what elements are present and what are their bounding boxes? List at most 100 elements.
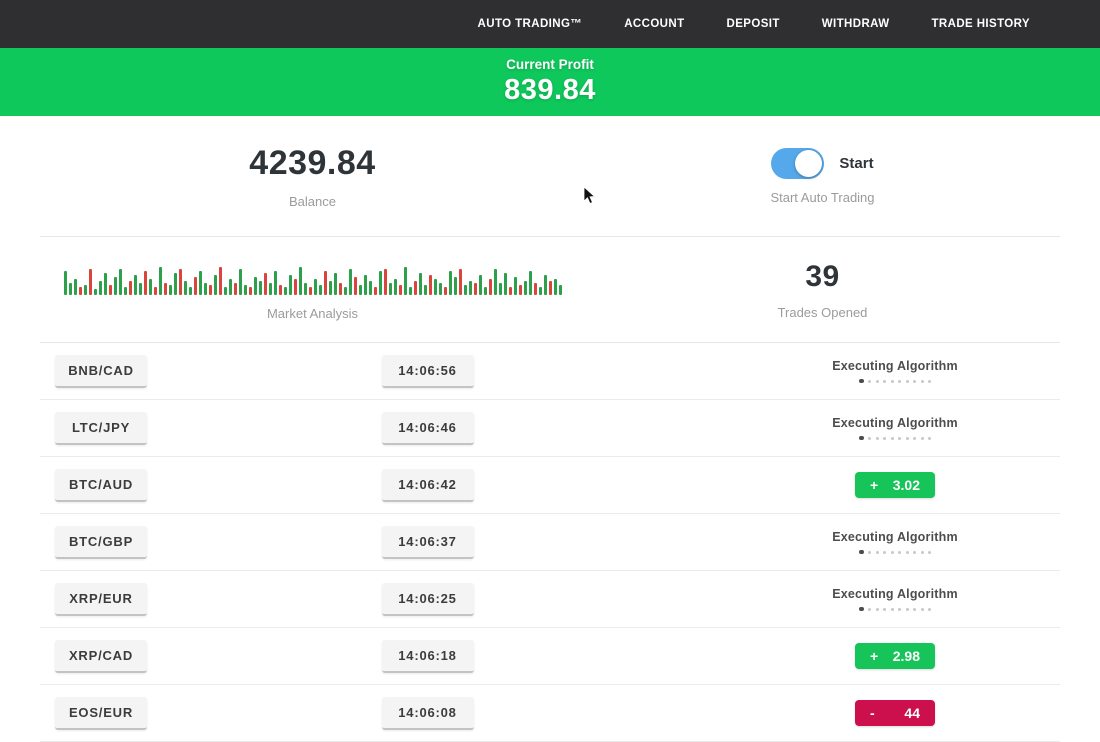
market-bar — [163, 282, 167, 295]
market-bar — [253, 276, 257, 295]
market-bar — [63, 270, 67, 295]
pair-chip[interactable]: LTC/JPY — [55, 411, 147, 445]
market-bar — [188, 286, 192, 295]
trades-opened-block: 39 Trades Opened — [585, 237, 1060, 342]
nav-item-deposit[interactable]: DEPOSIT — [726, 18, 780, 30]
market-bar — [293, 278, 297, 295]
trade-time-chip[interactable]: 14:06:08 — [381, 696, 474, 730]
pair-chip[interactable]: XRP/EUR — [55, 582, 147, 616]
market-bar — [323, 270, 327, 295]
nav-item-account[interactable]: ACCOUNT — [624, 18, 685, 30]
trade-time-chip[interactable]: 14:06:56 — [381, 354, 474, 388]
trade-time-chip[interactable]: 14:06:25 — [381, 582, 474, 616]
market-bar — [448, 270, 452, 295]
market-bar — [108, 284, 112, 295]
market-bar — [363, 274, 367, 295]
progress-dot — [898, 607, 901, 611]
market-bar — [403, 266, 407, 295]
trade-row: XRP/EUR 14:06:25 Executing Algorithm — [40, 571, 1060, 628]
progress-dot — [898, 436, 901, 440]
market-bar — [178, 268, 182, 295]
nav-item-trade-history[interactable]: TRADE HISTORY — [931, 18, 1030, 30]
market-bar — [538, 286, 542, 295]
trade-time-chip[interactable]: 14:06:18 — [381, 639, 474, 673]
market-bar — [283, 286, 287, 295]
market-bar — [393, 278, 397, 295]
market-bar — [348, 268, 352, 295]
trade-row: BTC/AUD 14:06:42 +3.02 — [40, 457, 1060, 514]
market-bar — [173, 272, 177, 295]
progress-dot — [905, 379, 909, 383]
pair-chip[interactable]: BNB/CAD — [55, 354, 147, 388]
market-bar — [78, 286, 82, 295]
market-bar — [423, 284, 427, 295]
pair-chip[interactable]: BTC/AUD — [55, 468, 147, 502]
progress-dot — [859, 606, 864, 612]
trade-time-chip[interactable]: 14:06:46 — [381, 411, 474, 445]
toggle-knob — [795, 149, 823, 177]
nav-item-auto-trading[interactable]: AUTO TRADING™ — [477, 18, 583, 30]
market-bar — [418, 272, 422, 295]
pair-chip[interactable]: EOS/EUR — [55, 696, 147, 730]
market-bar — [228, 278, 232, 295]
market-bar — [93, 288, 97, 295]
market-bar — [138, 282, 142, 295]
nav-item-withdraw[interactable]: WITHDRAW — [821, 18, 890, 30]
progress-dot — [890, 550, 894, 554]
progress-dot — [890, 607, 894, 611]
market-bar — [378, 270, 382, 295]
progress-dot — [868, 607, 871, 611]
market-bar — [193, 276, 197, 295]
market-bar — [493, 268, 497, 295]
trades-opened-value: 39 — [805, 259, 840, 293]
result-value: 2.98 — [892, 648, 920, 664]
progress-dot — [920, 607, 924, 611]
progress-dot — [883, 436, 886, 440]
market-bar — [343, 286, 347, 295]
market-bar — [328, 280, 332, 295]
market-bar — [298, 266, 302, 295]
market-bar — [233, 282, 237, 295]
market-bar — [383, 268, 387, 295]
progress-dot — [859, 378, 864, 384]
progress-dot — [890, 379, 894, 383]
market-bar — [103, 272, 107, 295]
progress-dot — [905, 550, 909, 554]
trades-list: BNB/CAD 14:06:56 Executing Algorithm LTC/JP… — [40, 342, 1060, 742]
progress-dot — [913, 379, 916, 383]
market-bar — [483, 286, 487, 295]
stats-row-market: Market Analysis 39 Trades Opened — [40, 236, 1060, 342]
market-bar — [373, 286, 377, 295]
market-bar — [408, 286, 412, 295]
market-bar — [558, 284, 562, 295]
top-navbar: AUTO TRADING™ ACCOUNT DEPOSIT WITHDRAW TRADE… — [0, 0, 1100, 48]
progress-dot — [883, 379, 886, 383]
market-bar — [498, 282, 502, 295]
market-bar — [478, 274, 482, 295]
result-sign: + — [870, 477, 879, 493]
progress-dot — [875, 436, 879, 440]
pair-chip[interactable]: BTC/GBP — [55, 525, 147, 559]
progress-dot — [920, 379, 924, 383]
market-bar — [268, 282, 272, 295]
start-toggle-label: Start — [839, 154, 874, 172]
market-analysis-label: Market Analysis — [266, 305, 359, 321]
trade-time-chip[interactable]: 14:06:42 — [381, 468, 474, 502]
progress-dot — [868, 379, 871, 383]
executing-algorithm-label: Executing Algorithm — [832, 586, 958, 601]
market-bar — [148, 278, 152, 295]
progress-dot — [928, 550, 931, 554]
start-auto-trading-toggle[interactable] — [771, 147, 825, 179]
executing-algorithm-label: Executing Algorithm — [832, 529, 958, 544]
progress-dot — [859, 549, 864, 555]
pair-chip[interactable]: XRP/CAD — [55, 639, 147, 673]
progress-dots — [859, 435, 931, 441]
trade-time-chip[interactable]: 14:06:37 — [381, 525, 474, 559]
market-bar — [318, 284, 322, 295]
executing-algorithm-label: Executing Algorithm — [832, 358, 958, 373]
progress-dots — [859, 378, 931, 384]
market-bar — [98, 280, 102, 295]
trade-row: XRP/CAD 14:06:18 +2.98 — [40, 628, 1060, 685]
progress-dots — [859, 549, 931, 555]
market-bar — [68, 282, 72, 295]
